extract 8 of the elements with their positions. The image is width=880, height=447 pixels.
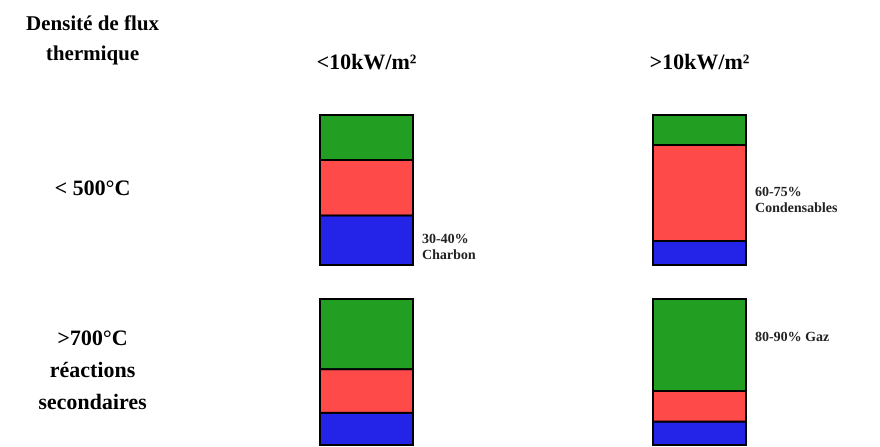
- text: 80-90% Gaz: [755, 330, 830, 345]
- text: 60-75% Condensables: [755, 185, 838, 216]
- text: >700°C réactions secondaires: [37, 324, 148, 416]
- text: < 500°C: [54, 174, 132, 202]
- chart-title: <10kW/m²: [316, 49, 417, 74]
- text: 30-40% Charbon: [422, 232, 476, 263]
- chart-title: >10kW/m²: [650, 49, 750, 74]
- text: Densité de flux thermique: [25, 10, 160, 67]
